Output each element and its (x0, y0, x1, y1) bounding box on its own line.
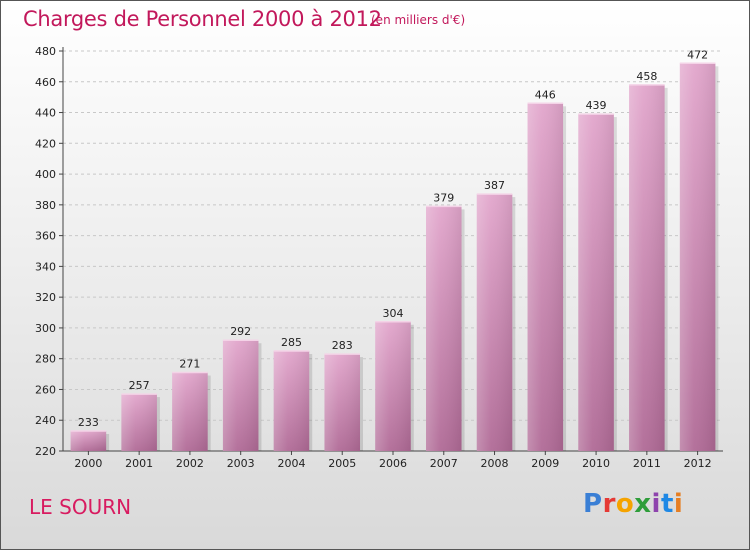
value-label: 257 (129, 379, 150, 392)
bar-highlight (578, 114, 614, 452)
value-label: 472 (687, 48, 708, 61)
x-tick-label: 2006 (379, 457, 407, 470)
bar-highlight (426, 206, 462, 451)
logo-letter: o (615, 489, 635, 519)
logo-letter: t (660, 489, 674, 519)
y-tick-label: 380 (35, 199, 56, 212)
value-label: 446 (535, 88, 556, 101)
chart-title: Charges de Personnel 2000 à 2012 (23, 7, 382, 31)
value-label: 283 (332, 339, 353, 352)
bar-highlight (70, 431, 107, 451)
bar-highlight (679, 63, 716, 452)
logo-letter: i (651, 489, 661, 519)
bar-highlight (222, 340, 259, 451)
value-label: 379 (433, 191, 454, 204)
value-label: 439 (586, 99, 607, 112)
y-tick-label: 280 (35, 353, 56, 366)
logo-letter: r (602, 489, 616, 519)
value-label: 233 (78, 416, 99, 429)
bar-highlight (324, 354, 360, 451)
x-tick-label: 2011 (633, 457, 661, 470)
y-tick-label: 240 (35, 414, 56, 427)
bar-highlight (121, 394, 157, 451)
y-tick-label: 300 (35, 322, 56, 335)
y-tick-label: 420 (35, 137, 56, 150)
value-label: 271 (179, 358, 200, 371)
bar-highlight (273, 351, 310, 451)
x-tick-label: 2012 (684, 457, 712, 470)
y-tick-label: 320 (35, 291, 56, 304)
x-tick-label: 2008 (481, 457, 509, 470)
x-tick-label: 2009 (531, 457, 559, 470)
chart-subtitle: (en milliers d'€) (371, 13, 466, 27)
value-label: 292 (230, 325, 251, 338)
labels: 220 240 260 280 300 320 340 360 380 400 420 440 460 4… (35, 45, 712, 470)
logo-letter: i (673, 489, 684, 519)
y-tick-label: 340 (35, 260, 56, 273)
x-tick-label: 2004 (277, 457, 305, 470)
value-label: 304 (383, 307, 404, 320)
bar-highlight (476, 194, 513, 452)
value-label: 458 (636, 70, 657, 83)
bar-highlight (172, 372, 208, 451)
x-tick-label: 2010 (582, 457, 610, 470)
x-tick-label: 2001 (125, 457, 153, 470)
x-tick-label: 2003 (227, 457, 255, 470)
y-tick-label: 460 (35, 76, 56, 89)
x-tick-label: 2000 (74, 457, 102, 470)
x-tick-label: 2005 (328, 457, 356, 470)
bar-highlight (629, 84, 665, 451)
logo-letter: P (583, 489, 603, 519)
bar-highlight (527, 103, 564, 452)
y-tick-label: 260 (35, 383, 56, 396)
y-tick-label: 480 (35, 45, 56, 58)
y-tick-label: 400 (35, 168, 56, 181)
logo-letter: x (634, 489, 652, 519)
value-label: 285 (281, 336, 302, 349)
x-tick-label: 2002 (176, 457, 204, 470)
value-label: 387 (484, 179, 505, 192)
commune-name: LE SOURN (29, 495, 132, 519)
proxiti-logo[interactable]: Proxiti (583, 489, 683, 519)
y-tick-label: 440 (35, 107, 56, 120)
y-tick-label: 360 (35, 230, 56, 243)
y-tick-label: 220 (35, 445, 56, 458)
x-tick-label: 2007 (430, 457, 458, 470)
bars (70, 62, 719, 452)
bar-highlight (375, 321, 411, 451)
